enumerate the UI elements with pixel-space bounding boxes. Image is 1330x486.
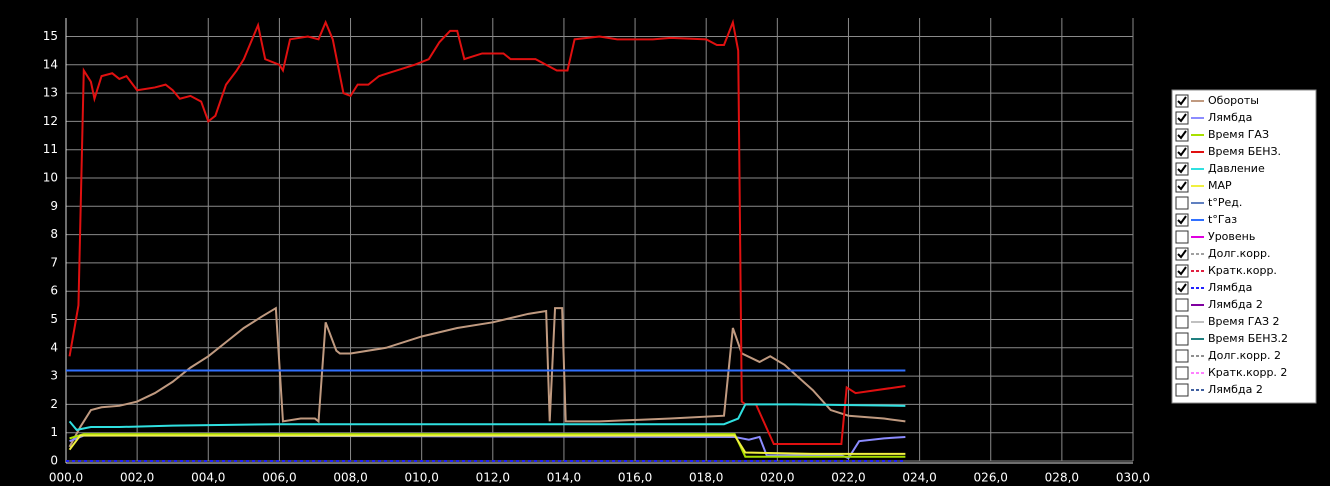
legend-label: Долг.корр. 2 xyxy=(1208,349,1281,362)
x-tick-label: 018,0 xyxy=(689,471,723,485)
series-line xyxy=(68,306,906,448)
legend-label: Обороты xyxy=(1208,94,1259,107)
legend-label: Лямбда 2 xyxy=(1208,298,1263,311)
checkmark xyxy=(1177,113,1187,123)
y-tick-label: 4 xyxy=(50,340,58,354)
checkmark xyxy=(1177,164,1187,174)
x-tick-label: 010,0 xyxy=(404,471,438,485)
x-tick-label: 026,0 xyxy=(974,471,1008,485)
checkmark xyxy=(1177,249,1187,259)
legend-label: Кратк.корр. 2 xyxy=(1208,366,1287,379)
checkmark xyxy=(1177,147,1187,157)
x-tick-label: 002,0 xyxy=(120,471,154,485)
legend-checkbox[interactable] xyxy=(1175,298,1189,312)
x-tick-label: 028,0 xyxy=(1045,471,1079,485)
y-tick-label: 15 xyxy=(43,29,58,43)
legend-label: Лямбда xyxy=(1208,111,1252,124)
legend-label: Время БЕНЗ.2 xyxy=(1208,332,1288,345)
x-tick-label: 012,0 xyxy=(476,471,510,485)
y-tick-label: 8 xyxy=(50,227,58,241)
x-tick-label: 020,0 xyxy=(760,471,794,485)
checkmark xyxy=(1177,181,1187,191)
checkmark xyxy=(1177,283,1187,293)
series-line xyxy=(69,434,906,460)
series-line xyxy=(68,403,906,431)
checkmark xyxy=(1177,96,1187,106)
legend-label: Время ГАЗ xyxy=(1208,128,1269,141)
legend-label: Время БЕНЗ. xyxy=(1208,145,1281,158)
y-tick-label: 10 xyxy=(43,170,58,184)
y-tick-label: 2 xyxy=(50,397,58,411)
x-tick-label: 024,0 xyxy=(902,471,936,485)
checkmark xyxy=(1177,266,1187,276)
x-tick-label: 014,0 xyxy=(547,471,581,485)
legend-label: Лямбда xyxy=(1208,281,1252,294)
legend-label: Давление xyxy=(1208,162,1265,175)
legend-label: Долг.корр. xyxy=(1208,247,1270,260)
x-tick-label: 008,0 xyxy=(333,471,367,485)
y-tick-label: 3 xyxy=(50,369,58,383)
x-tick-label: 004,0 xyxy=(191,471,225,485)
legend-label: t°Газ xyxy=(1208,213,1237,226)
y-tick-label: 1 xyxy=(50,425,58,439)
y-tick-label: 7 xyxy=(50,255,58,269)
legend-label: Уровень xyxy=(1208,230,1255,243)
x-tick-label: 022,0 xyxy=(831,471,865,485)
x-tick-label: 000,0 xyxy=(49,471,83,485)
x-tick-label: 006,0 xyxy=(262,471,296,485)
y-tick-label: 11 xyxy=(43,142,58,156)
legend-checkbox[interactable] xyxy=(1175,383,1189,397)
y-tick-label: 5 xyxy=(50,312,58,326)
y-tick-label: 0 xyxy=(50,454,58,468)
x-tick-label: 016,0 xyxy=(618,471,652,485)
legend-label: MAP xyxy=(1208,179,1232,192)
y-tick-label: 12 xyxy=(43,114,58,128)
checkmark xyxy=(1177,215,1187,225)
legend-checkbox[interactable] xyxy=(1175,230,1189,244)
legend-checkbox[interactable] xyxy=(1175,196,1189,210)
legend-label: t°Ред. xyxy=(1208,196,1242,209)
legend-box xyxy=(1171,89,1317,404)
legend-checkbox[interactable] xyxy=(1175,349,1189,363)
legend-label: Кратк.корр. xyxy=(1208,264,1277,277)
legend-label: Время ГАЗ 2 xyxy=(1208,315,1280,328)
y-tick-label: 14 xyxy=(43,57,58,71)
x-tick-label: 030,0 xyxy=(1116,471,1150,485)
y-tick-label: 9 xyxy=(50,199,58,213)
y-tick-label: 13 xyxy=(43,86,58,100)
checkmark xyxy=(1177,130,1187,140)
legend-checkbox[interactable] xyxy=(1175,315,1189,329)
y-tick-label: 6 xyxy=(50,284,58,298)
legend-checkbox[interactable] xyxy=(1175,366,1189,380)
series-line xyxy=(68,434,906,455)
legend-checkbox[interactable] xyxy=(1175,332,1189,346)
series-line xyxy=(68,18,906,446)
legend-label: Лямбда 2 xyxy=(1208,383,1263,396)
